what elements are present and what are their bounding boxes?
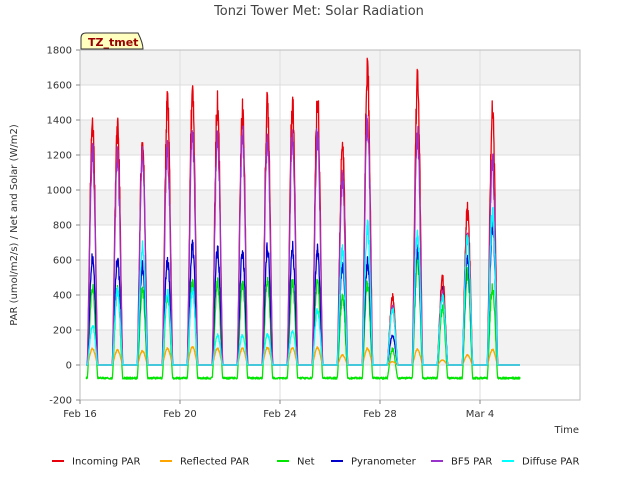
legend: Incoming PAR Reflected PAR Net Pyranometer B… xyxy=(52,457,579,468)
legend-label: Pyranometer xyxy=(351,457,417,468)
x-axis-label: Time xyxy=(554,425,579,436)
legend-label: Incoming PAR xyxy=(72,457,141,468)
x-tick-label: Feb 16 xyxy=(63,409,97,420)
grid-band xyxy=(80,330,580,365)
x-tick-label: Feb 24 xyxy=(263,409,297,420)
chart-title: Tonzi Tower Met: Solar Radiation xyxy=(213,4,424,19)
grid-band xyxy=(80,50,580,85)
x-tick-label: Mar 4 xyxy=(466,409,494,420)
y-tick-label: 1200 xyxy=(47,151,72,162)
y-tick-label: 1000 xyxy=(47,186,72,197)
y-tick-label: 400 xyxy=(53,291,72,302)
y-tick-label: 1400 xyxy=(47,116,72,127)
series-line-net xyxy=(85,252,521,380)
y-axis-ticks: -200 0 200 400 600 800 1000 1200 1400 1600 1800 xyxy=(47,46,80,407)
y-tick-label: 200 xyxy=(53,326,72,337)
legend-label: Reflected PAR xyxy=(180,457,249,468)
annotation-box-shape xyxy=(80,32,144,50)
annotation-label: TZ_tmet xyxy=(88,36,138,49)
y-tick-label: -200 xyxy=(49,396,72,407)
grid-band xyxy=(80,260,580,295)
y-tick-label: 600 xyxy=(53,256,72,267)
x-tick-label: Feb 20 xyxy=(163,409,197,420)
series-lines xyxy=(85,57,521,380)
grid-band xyxy=(80,120,580,155)
legend-item-bf5-par: BF5 PAR xyxy=(431,457,492,468)
series-line-diffuse-par xyxy=(85,206,521,366)
x-axis-ticks: Feb 16 Feb 20 Feb 24 Feb 28 Mar 4 xyxy=(63,400,494,420)
y-tick-label: 1800 xyxy=(47,46,72,57)
y-axis-label: PAR (umol/m2/s) / Net and Solar (W/m2) xyxy=(9,124,20,326)
legend-item-diffuse-par: Diffuse PAR xyxy=(502,457,579,468)
legend-item-net: Net xyxy=(277,457,315,468)
legend-item-pyranometer: Pyranometer xyxy=(331,457,417,468)
y-tick-label: 0 xyxy=(66,361,72,372)
y-tick-label: 800 xyxy=(53,221,72,232)
y-tick-label: 1600 xyxy=(47,81,72,92)
legend-item-incoming-par: Incoming PAR xyxy=(52,457,141,468)
legend-label: Net xyxy=(297,457,315,468)
legend-label: Diffuse PAR xyxy=(522,457,579,468)
annotation-box: TZ_tmet xyxy=(80,32,144,50)
legend-label: BF5 PAR xyxy=(451,457,492,468)
grid-band xyxy=(80,190,580,225)
x-tick-label: Feb 28 xyxy=(363,409,397,420)
legend-item-reflected-par: Reflected PAR xyxy=(160,457,249,468)
